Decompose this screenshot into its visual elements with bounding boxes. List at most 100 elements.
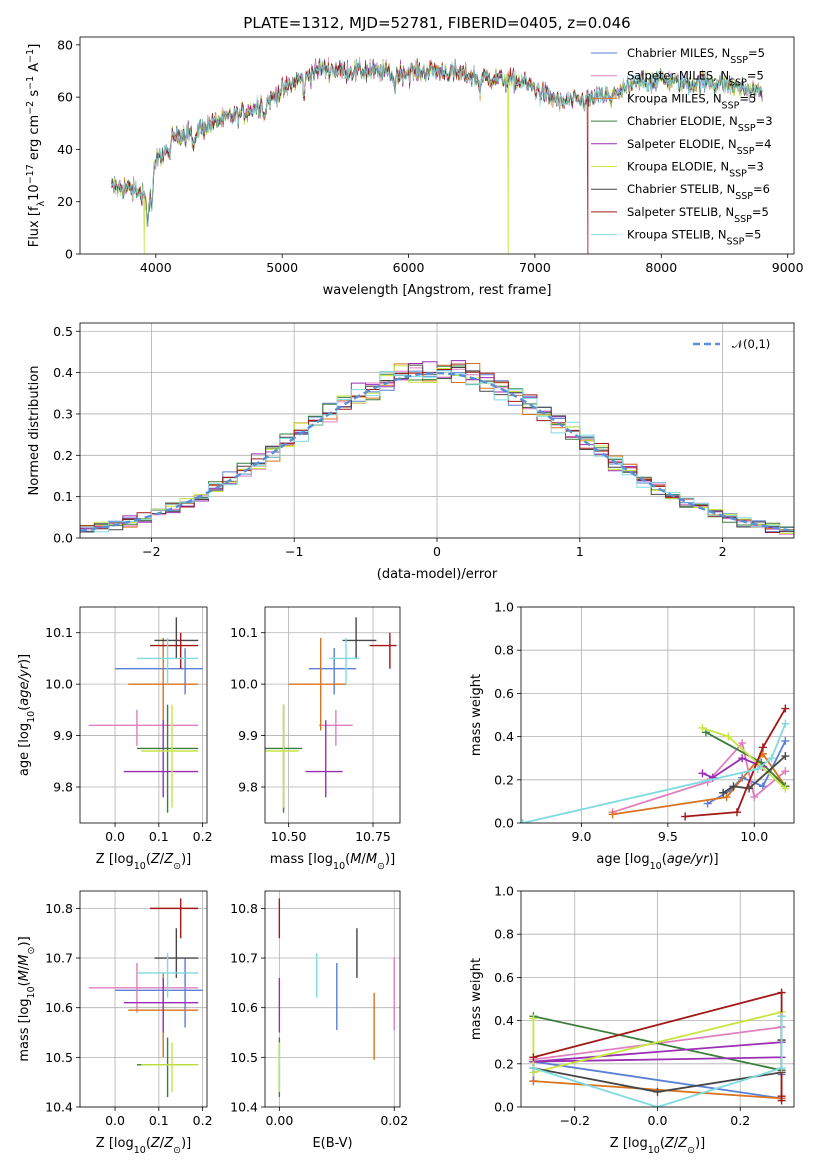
x-tick-label: 4000	[140, 260, 172, 275]
error-bars	[88, 898, 203, 1098]
x-tick-label: 6000	[393, 260, 425, 275]
x-tick-label: 0.0	[105, 829, 125, 844]
histogram-series	[80, 370, 794, 533]
y-axis-label: mass weight	[469, 958, 484, 1040]
y-axis-label: Normed distribution	[27, 366, 42, 496]
y-axis-label: age [log10(age/yr)]	[17, 654, 37, 776]
weight-point	[781, 719, 790, 728]
age_vs_mass-panel: 10.50 10.75 9.8 9.9 10.0 10.1 mass [log10(M/M⊙…	[230, 606, 401, 872]
y-tick-label: 10.0	[230, 677, 258, 692]
weight_vs_age-panel: 9.0 9.5 10.0 0.0 0.2 0.4 0.6 0.8 1.0 age [log10(a…	[469, 600, 795, 872]
weight-point	[529, 1077, 538, 1086]
weight-point	[777, 1012, 786, 1021]
y-tick-label: 0.2	[53, 448, 73, 463]
y-tick-label: 10.0	[45, 677, 73, 692]
y-tick-label: 10.1	[45, 625, 73, 640]
weight-point	[781, 736, 790, 745]
x-tick-label: 0.1	[149, 829, 169, 844]
y-tick-label: 1.0	[494, 600, 514, 615]
spectrum-panel: 4000 5000 6000 7000 8000 9000 0 20 40 60 80 wavelen…	[25, 36, 804, 298]
x-tick-label: 10.0	[740, 829, 768, 844]
weight-point	[753, 765, 762, 773]
y-tick-label: 0.5	[53, 324, 73, 339]
x-tick-label: 7000	[519, 260, 551, 275]
error-bars	[88, 617, 203, 813]
legend-entry: Salpeter STELIB, NSSP=5	[627, 205, 769, 225]
y-tick-label: 10.8	[230, 901, 258, 916]
residual-histograms	[80, 360, 794, 537]
x-tick-label: −1	[285, 544, 303, 559]
weight-series-line	[612, 752, 787, 816]
x-tick-label: 9000	[772, 260, 804, 275]
x-tick-label: 5000	[266, 260, 298, 275]
legend-entry: Chabrier ELODIE, NSSP=3	[627, 114, 773, 134]
legend-entry: Salpeter MILES, NSSP=5	[627, 69, 764, 89]
error-bars	[265, 617, 397, 813]
x-axis-label: Z [log10(Z/Z⊙)]	[610, 1136, 705, 1156]
spectrum-series-line	[111, 57, 763, 227]
weight-series-line	[722, 755, 786, 794]
x-axis-label: wavelength [Angstrom, rest frame]	[323, 283, 552, 298]
weight-point	[781, 767, 790, 776]
y-tick-label: 9.9	[53, 728, 73, 743]
y-tick-label: 10.1	[230, 625, 258, 640]
y-tick-label: 0.4	[494, 729, 514, 744]
y-tick-label: 0.6	[494, 970, 514, 985]
weight-point	[781, 784, 790, 793]
x-tick-label: 0.2	[193, 829, 213, 844]
x-axis-label: E(B-V)	[312, 1136, 352, 1151]
weight-point	[777, 1096, 786, 1105]
x-tick-label: 0.1	[149, 1113, 169, 1128]
legend-entry: 𝒩(0,1)	[732, 337, 770, 351]
plot-frame	[79, 606, 208, 824]
age_vs_Z-panel: 0.0 0.1 0.2 9.8 9.9 10.0 10.1 Z [log10(Z/Z⊙)] ag…	[17, 606, 213, 872]
normal-curve	[80, 371, 794, 532]
weight-point	[681, 812, 690, 821]
x-tick-label: 10.50	[271, 829, 307, 844]
spectrum-legend: Chabrier MILES, NSSP=5 Salpeter MILES, NS…	[591, 46, 773, 247]
y-axis-label: mass weight	[469, 674, 484, 756]
weight-series-line	[533, 1016, 783, 1107]
weight-point	[732, 808, 741, 817]
weight-series-line	[522, 723, 787, 823]
weight-point	[738, 739, 747, 748]
x-tick-label: −2	[142, 544, 160, 559]
plot-frame	[79, 36, 795, 255]
x-tick-label: 0.2	[193, 1113, 213, 1128]
spectrum-lines	[111, 56, 763, 254]
plot-frame	[79, 890, 208, 1108]
y-tick-label: 40	[57, 142, 73, 157]
x-tick-label: 0.00	[265, 1113, 293, 1128]
x-tick-label: 9.0	[572, 829, 592, 844]
weight-point	[781, 752, 790, 761]
weight-point	[521, 819, 527, 823]
x-axis-label: age [log10(age/yr)]	[596, 852, 718, 872]
weight-lines	[521, 704, 790, 823]
y-tick-label: 0.4	[494, 1013, 514, 1028]
y-tick-label: 10.8	[45, 901, 73, 916]
y-tick-label: 10.7	[45, 951, 73, 966]
spectrum-series-line	[111, 58, 589, 254]
weight-series-line	[702, 757, 764, 779]
weight-series-line	[685, 708, 787, 818]
residuals-panel: −2 −1 0 1 2 0.0 0.1 0.2 0.3 0.4 0.5 𝒩(0,1) (data-mod…	[27, 322, 795, 582]
x-tick-label: 0.02	[380, 1113, 408, 1128]
weight_vs_Z-panel: −0.2 0.0 0.2 0.0 0.2 0.4 0.6 0.8 1.0 Z [log10(Z/Z…	[469, 884, 795, 1156]
y-tick-label: 0.8	[494, 643, 514, 658]
x-tick-label: 1	[576, 544, 584, 559]
y-axis-label: mass [log10(M/M⊙)]	[17, 936, 37, 1061]
weight-point	[529, 1064, 538, 1073]
weight-point	[529, 1014, 538, 1023]
legend-entry: Kroupa STELIB, NSSP=5	[627, 228, 761, 248]
y-tick-label: 0.1	[53, 489, 73, 504]
y-tick-label: 0.2	[494, 772, 514, 787]
weight-point	[750, 793, 759, 802]
mass_vs_Z-panel: 0.0 0.1 0.2 10.4 10.5 10.6 10.7 10.8 Z [log10(Z/…	[17, 890, 213, 1156]
x-tick-label: −0.2	[560, 1113, 590, 1128]
x-axis-label: Z [log10(Z/Z⊙)]	[96, 1136, 191, 1156]
weight-point	[653, 1087, 662, 1096]
legend-entry: Chabrier STELIB, NSSP=6	[627, 182, 770, 202]
y-tick-label: 0.0	[53, 531, 73, 546]
y-tick-label: 10.6	[45, 1000, 73, 1015]
y-tick-label: 20	[57, 194, 73, 209]
